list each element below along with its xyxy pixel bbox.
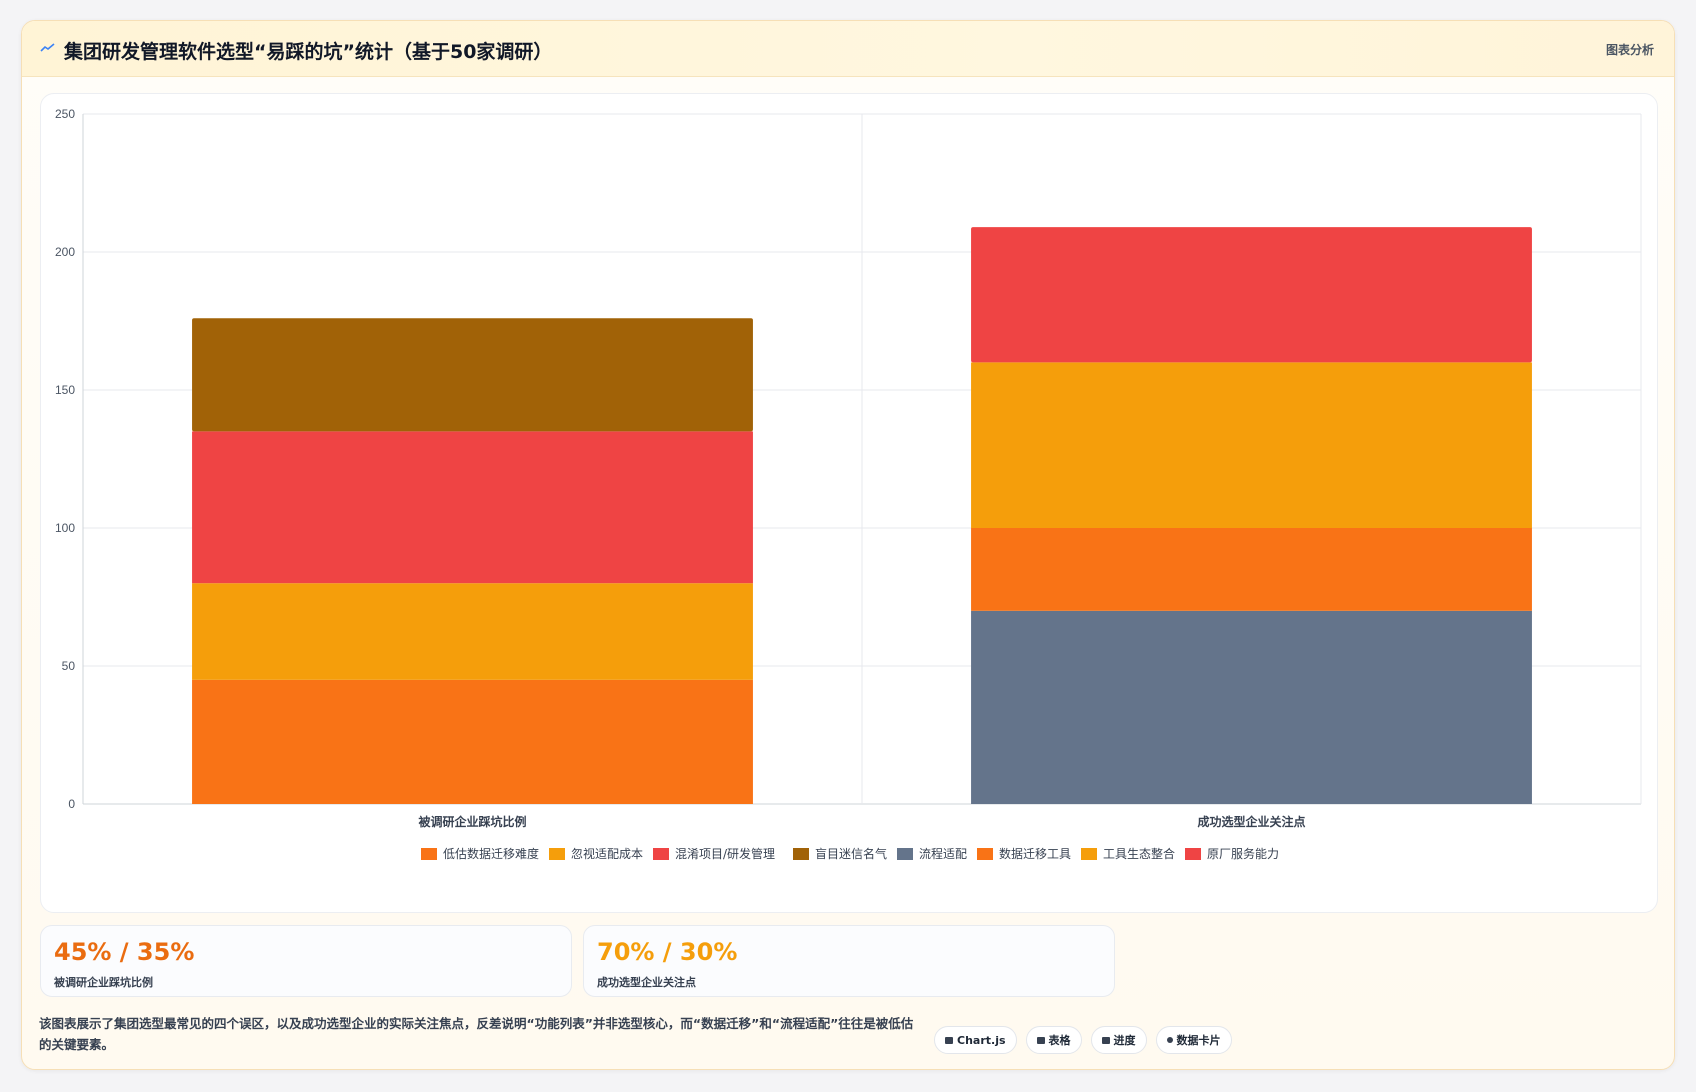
y-tick-label: 200 xyxy=(55,245,75,259)
tag-list: Chart.js 表格 进度 数据卡片 xyxy=(934,1026,1232,1054)
y-tick-label: 250 xyxy=(55,107,75,121)
legend-label: 原厂服务能力 xyxy=(1207,846,1279,861)
panel-header: 集团研发管理软件选型“易踩的坑”统计（基于50家调研） 图表分析 xyxy=(22,21,1674,77)
tag-label: 表格 xyxy=(1048,1034,1071,1047)
stat-card-success-focus: 70% / 30% 成功选型企业关注点 xyxy=(583,925,1115,997)
bar-segment xyxy=(971,227,1532,363)
y-tick-label: 100 xyxy=(55,521,75,535)
progress-icon xyxy=(1101,1036,1110,1044)
tag-label: 数据卡片 xyxy=(1176,1034,1221,1047)
legend-swatch xyxy=(653,848,669,860)
tag-progress[interactable]: 进度 xyxy=(1090,1026,1147,1054)
y-tick-label: 150 xyxy=(55,383,75,397)
legend-swatch xyxy=(1185,848,1201,860)
chart-description: 该图表展示了集团选型最常见的四个误区，以及成功选型企业的实际关注焦点，反差说明“… xyxy=(39,1016,914,1052)
table-icon xyxy=(1036,1036,1045,1044)
legend-label: 低估数据迁移难度 xyxy=(443,846,539,861)
card-icon xyxy=(1166,1037,1173,1043)
stat-card-pitfalls: 45% / 35% 被调研企业踩坑比例 xyxy=(40,925,572,997)
chart-card: 0 50 100 150 200 250 被调研企业踩坑比例 成功选型企业关注点低估数据迁移难… xyxy=(40,93,1658,913)
legend-swatch xyxy=(1081,848,1097,860)
bar-segment xyxy=(192,583,753,680)
tag-label: Chart.js xyxy=(957,1033,1006,1047)
trend-line-icon xyxy=(40,43,55,52)
legend-swatch xyxy=(977,848,993,860)
stat-label: 成功选型企业关注点 xyxy=(597,976,696,989)
bar-segment xyxy=(971,610,1532,804)
stat-value: 45% / 35% xyxy=(54,938,195,966)
y-tick-label: 0 xyxy=(68,797,75,811)
chart-analysis-button[interactable]: 图表分析 xyxy=(1605,43,1654,57)
chart-panel: 集团研发管理软件选型“易踩的坑”统计（基于50家调研） 图表分析 0 50 100 1… xyxy=(21,20,1675,1070)
legend-swatch xyxy=(549,848,565,860)
bar-segment xyxy=(192,318,753,432)
tag-data-card[interactable]: 数据卡片 xyxy=(1155,1026,1232,1054)
legend-swatch xyxy=(897,848,913,860)
legend-label: 数据迁移工具 xyxy=(999,846,1071,861)
legend-swatch xyxy=(793,848,809,860)
bar-segment xyxy=(971,362,1532,528)
x-tick-label: 被调研企业踩坑比例 xyxy=(418,814,526,829)
stat-value: 70% / 30% xyxy=(597,938,738,966)
legend-swatch xyxy=(421,848,437,860)
legend-label: 工具生态整合 xyxy=(1103,846,1175,861)
bar-segment xyxy=(192,431,753,584)
chart-icon xyxy=(945,1036,953,1044)
bar-segment xyxy=(192,679,753,804)
tag-label: 进度 xyxy=(1113,1034,1136,1047)
legend-label: 混淆项目/研发管理 xyxy=(675,846,775,861)
x-tick-label: 成功选型企业关注点 xyxy=(1197,814,1305,829)
legend-label: 盲目迷信名气 xyxy=(815,846,887,861)
y-tick-label: 50 xyxy=(62,659,76,673)
tag-chartjs[interactable]: Chart.js xyxy=(934,1026,1017,1054)
legend-label: 流程适配 xyxy=(919,846,967,861)
tag-table[interactable]: 表格 xyxy=(1025,1026,1082,1054)
page-title: 集团研发管理软件选型“易踩的坑”统计（基于50家调研） xyxy=(64,41,553,63)
stacked-bar-chart: 0 50 100 150 200 250 被调研企业踩坑比例 成功选型企业关注点低估数据迁移难… xyxy=(55,107,1642,861)
bar-segment xyxy=(971,528,1532,611)
stat-label: 被调研企业踩坑比例 xyxy=(54,976,153,989)
legend-label: 忽视适配成本 xyxy=(571,846,643,861)
